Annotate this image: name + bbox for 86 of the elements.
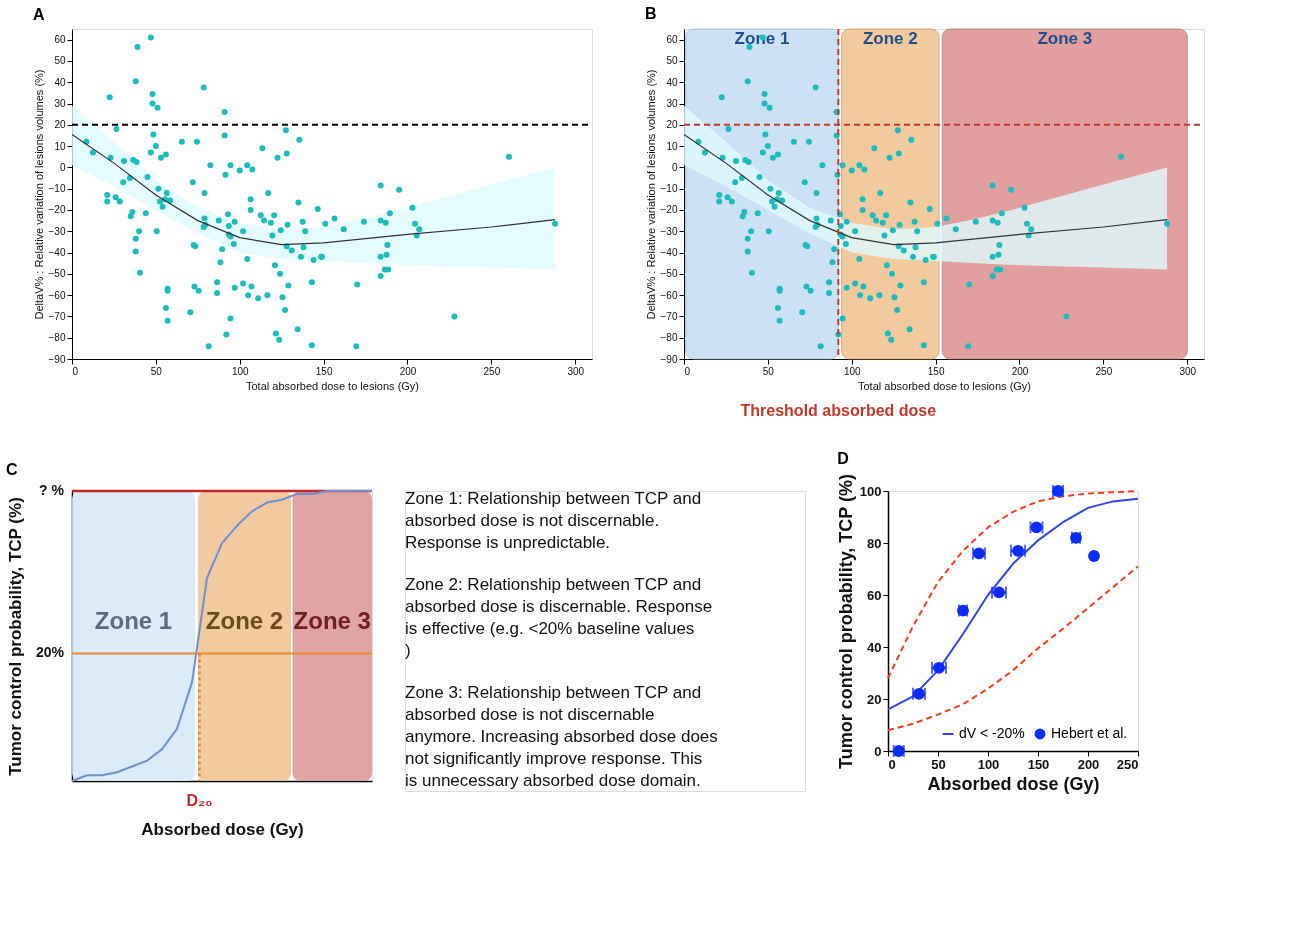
y-tick-label: −70 xyxy=(48,310,66,322)
x-axis-title: Total absorbed dose to lesions (Gy) xyxy=(245,379,420,392)
legend-label: dV < -20% xyxy=(959,725,1025,741)
y-tick-label: 20 xyxy=(867,691,882,707)
y-tick-label: 30 xyxy=(54,98,66,110)
x-tick-label: 300 xyxy=(1179,365,1197,377)
y-tick-label: 10 xyxy=(54,140,66,152)
text: D₂₀ xyxy=(186,792,213,809)
y-tick-label: −10 xyxy=(660,183,678,195)
y-tick-label: 50 xyxy=(54,55,66,67)
chart-title: A xyxy=(33,6,46,23)
chart-title: D xyxy=(837,450,849,468)
y-tick-label: −90 xyxy=(48,353,66,365)
text: ? % xyxy=(39,482,65,498)
x-tick-label: 100 xyxy=(977,756,1000,772)
x-tick-label: 150 xyxy=(927,365,945,377)
x-tick-label: 0 xyxy=(684,365,691,377)
y-tick-label: 30 xyxy=(666,98,678,110)
y-tick-label: −60 xyxy=(48,289,66,301)
y-tick-label: 40 xyxy=(54,76,66,88)
y-tick-label: 50 xyxy=(666,55,678,67)
y-tick-label: −40 xyxy=(660,247,678,259)
x-tick-label: 100 xyxy=(231,365,250,377)
y-tick-label: 80 xyxy=(867,535,882,551)
x-tick-label: 150 xyxy=(1027,756,1050,772)
x-tick-label: 150 xyxy=(315,365,333,377)
x-axis-title: Absorbed dose (Gy) xyxy=(927,773,1100,794)
x-tick-label: 300 xyxy=(567,365,585,377)
y-tick-label: −80 xyxy=(660,332,678,344)
y-tick-label: −30 xyxy=(48,225,66,237)
y-axis-title: Tumor control probability, TCP (%) xyxy=(5,497,25,776)
x-tick-label: 250 xyxy=(1095,365,1113,377)
y-tick-label: 10 xyxy=(666,140,678,152)
y-tick-label: 20 xyxy=(666,119,678,131)
line-series xyxy=(887,497,1139,711)
x-tick-label: 50 xyxy=(762,365,775,377)
y-tick-label: −80 xyxy=(48,332,66,344)
text: Zone 2: Relationship between TCP and absorbed dose is discernable. Response is effective (e.g. <20% baseline values ) xyxy=(405,575,713,660)
point xyxy=(1088,550,1100,562)
y-tick-label: 60 xyxy=(666,34,678,46)
y-tick-label: −70 xyxy=(660,310,678,322)
x-tick-label: 50 xyxy=(150,365,163,377)
y-tick-label: 0 xyxy=(671,161,678,173)
y-tick-label: 100 xyxy=(859,483,882,499)
text: Zone 3: Relationship between TCP and absorbed dose is not discernable anymore. Increasing absorbed dose does not significantly improve response. This is unnecessary absorbed dose domain. xyxy=(405,683,718,790)
y-tick-label: 40 xyxy=(666,76,678,88)
x-tick-label: 0 xyxy=(72,365,79,377)
y-tick-label: 0 xyxy=(59,161,66,173)
y-tick-label: −10 xyxy=(48,183,66,195)
y-axis-title: DeltaV% : Relative variation of lesions volumes (%) xyxy=(32,69,45,320)
x-tick-label: 0 xyxy=(888,756,896,772)
x-axis-title: Total absorbed dose to lesions (Gy) xyxy=(857,379,1032,392)
y-tick-label: 0 xyxy=(874,743,882,759)
annotation: Zone 3 xyxy=(293,606,371,634)
annotation: Zone 2 xyxy=(205,606,284,634)
x-tick-label: 200 xyxy=(1077,756,1100,772)
x-tick-label: 250 xyxy=(1116,756,1139,772)
y-axis-title: DeltaV% : Relative variation of lesions volumes (%) xyxy=(644,69,657,320)
y-tick-label: −20 xyxy=(48,204,66,216)
annotation: Zone 1 xyxy=(94,606,173,634)
band-label: Zone 3 xyxy=(1037,29,1093,48)
chart-title: B xyxy=(645,5,657,22)
x-tick-label: 50 xyxy=(931,756,946,772)
y-tick-label: −90 xyxy=(660,353,678,365)
legend-label: Hebert et al. xyxy=(1051,725,1128,741)
y-tick-label: −30 xyxy=(660,225,678,237)
x-tick-label: 250 xyxy=(483,365,501,377)
y-axis-title: Tumor control probability, TCP (%) xyxy=(835,474,856,769)
x-axis-title: Absorbed dose (Gy) xyxy=(141,819,304,839)
ref-line-label: Threshold absorbed dose xyxy=(740,402,937,419)
x-tick-label: 200 xyxy=(1011,365,1029,377)
chart-title: C xyxy=(6,461,18,478)
y-tick-label: 60 xyxy=(867,587,882,603)
y-tick-label: −60 xyxy=(660,289,678,301)
y-tick-label: 60 xyxy=(54,34,66,46)
y-tick-label: −50 xyxy=(660,268,678,280)
y-tick-label: −20 xyxy=(660,204,678,216)
text: 20% xyxy=(35,644,65,661)
x-tick-label: 100 xyxy=(843,365,862,377)
y-tick-label: −40 xyxy=(48,247,66,259)
x-tick-label: 200 xyxy=(399,365,417,377)
y-tick-label: 20 xyxy=(54,119,66,131)
band-label: Zone 2 xyxy=(862,29,918,48)
y-tick-label: 40 xyxy=(867,639,882,655)
y-tick-label: −50 xyxy=(48,268,66,280)
text: Zone 1: Relationship between TCP and absorbed dose is not discernable. Response is unpredictable. xyxy=(405,489,702,552)
